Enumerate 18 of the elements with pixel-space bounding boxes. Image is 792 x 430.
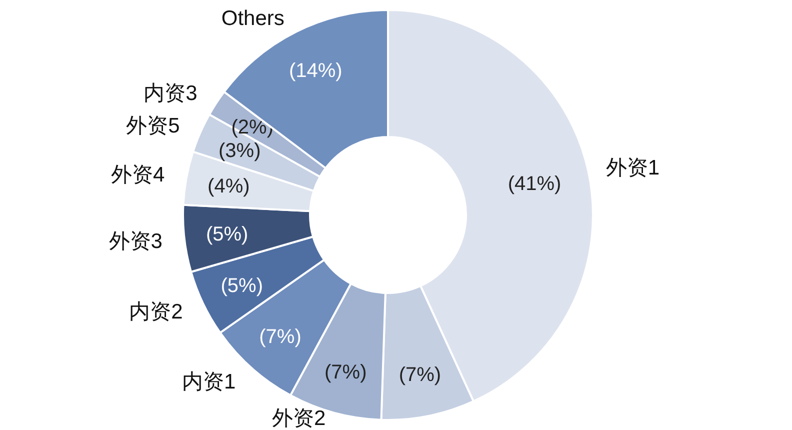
slice-label: 内资3 xyxy=(144,82,198,106)
slice-label: 外资1 xyxy=(606,156,660,180)
data-label: (41%) xyxy=(508,173,562,196)
data-label: (4%) xyxy=(208,176,250,198)
slice-label: 外资4 xyxy=(110,164,165,187)
data-label: (3%) xyxy=(218,140,261,162)
data-label: (5%) xyxy=(206,224,248,246)
data-label: (14%) xyxy=(288,60,342,82)
slice-label: 内资1 xyxy=(182,370,236,394)
data-label: (7%) xyxy=(324,361,367,384)
slice-label: 外资2 xyxy=(272,407,326,430)
data-label: (7%) xyxy=(398,364,442,386)
slice-label: 外资5 xyxy=(126,114,180,138)
data-label: (5%) xyxy=(220,274,263,297)
slice-label: 外资3 xyxy=(108,230,162,253)
slice-label: Others xyxy=(221,7,284,30)
slice-label: 内资2 xyxy=(129,300,183,324)
data-label: (7%) xyxy=(259,326,302,348)
